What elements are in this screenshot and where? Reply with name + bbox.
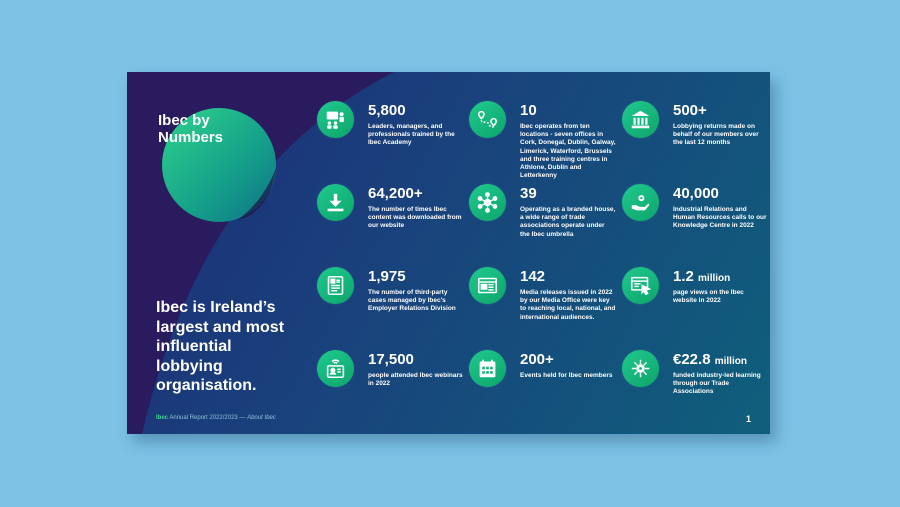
report-page: Ibec by Numbers Ibec is Ireland’s larges… (127, 72, 770, 434)
page-title: Ibec by Numbers (158, 112, 224, 146)
stat-value: 1.2 (673, 268, 694, 285)
stat-value: 17,500 (368, 351, 414, 368)
stat-description: funded industry-led learning through our… (673, 372, 761, 396)
training-icon (317, 101, 354, 138)
stat-description: Media releases issued in 2022 by our Med… (520, 289, 616, 321)
stat-description: Leaders, managers, and professionals tra… (368, 123, 455, 147)
stat-description: The number of times Ibec content was dow… (368, 206, 462, 230)
stat-unit: million (698, 273, 731, 284)
footer-report: Annual Report 2022/2023 (169, 415, 238, 421)
stat-description: Industrial Relations and Human Resources… (673, 206, 767, 230)
newspaper-icon (469, 267, 506, 304)
stat-description: people attended Ibec webinars in 2022 (368, 372, 463, 388)
stat-value: 40,000 (673, 185, 719, 202)
government-building-icon (622, 101, 659, 138)
stat-description: Ibec operates from ten locations - seven… (520, 123, 616, 180)
footer-separator: — (239, 415, 246, 421)
footer-org: Ibec (156, 415, 169, 421)
learning-hub-icon (622, 350, 659, 387)
webinar-icon (317, 350, 354, 387)
page-number: 1 (745, 414, 751, 424)
page-tagline: Ibec is Ireland’s largest and most influ… (156, 299, 285, 394)
case-file-icon (317, 267, 354, 304)
stat-value: 5,800 (368, 102, 406, 119)
stat-description: Lobbying returns made on behalf of our m… (673, 123, 759, 147)
stat-description: Operating as a branded house, a wide ran… (520, 206, 616, 238)
browser-click-icon (622, 267, 659, 304)
hand-gear-icon (622, 184, 659, 221)
location-route-icon (469, 101, 506, 138)
stat-value: 64,200+ (368, 185, 423, 202)
stat-description: The number of third-party cases managed … (368, 289, 456, 313)
stat-value: 10 (520, 102, 537, 119)
stat-value: 142 (520, 268, 546, 285)
stat-value: €22.8 (673, 351, 711, 368)
circle-shadow-shape (237, 168, 276, 220)
stat-value: 39 (520, 185, 537, 202)
stat-value: 500+ (673, 102, 707, 119)
stat-value: 200+ (520, 351, 554, 368)
stat-description: Events held for Ibec members (520, 372, 613, 379)
page-footer: Ibec Annual Report 2022/2023 — About Ibe… (156, 415, 276, 421)
download-icon (317, 184, 354, 221)
stat-description: page views on the Ibec website in 2022 (673, 289, 744, 305)
green-circle-shape (162, 108, 276, 222)
stat-unit: million (714, 356, 747, 367)
stat-value: 1,975 (368, 268, 406, 285)
page-background-shapes (127, 72, 394, 434)
network-icon (469, 184, 506, 221)
footer-section: About Ibec (247, 415, 276, 421)
calendar-icon (469, 350, 506, 387)
